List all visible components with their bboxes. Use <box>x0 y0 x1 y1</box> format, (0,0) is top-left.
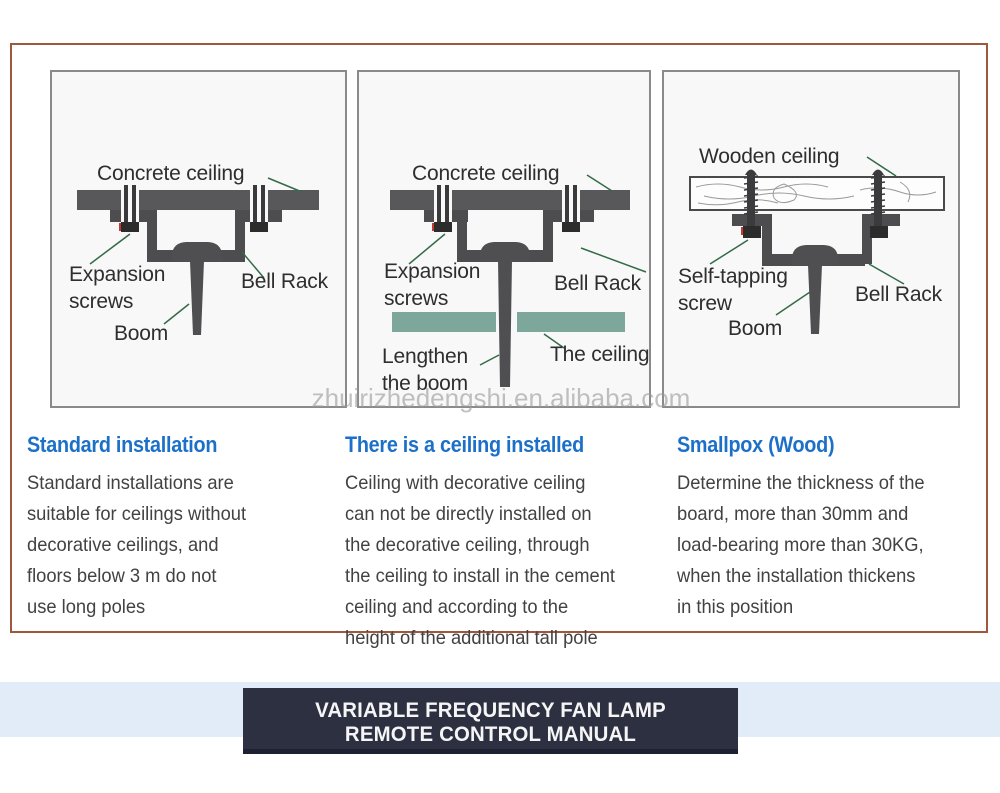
section-heading: Smallpox (Wood) <box>677 432 835 457</box>
banner-line-2: REMOTE CONTROL MANUAL <box>344 723 637 746</box>
bell-canopy <box>480 242 530 262</box>
self-tapping-screw-right <box>870 169 888 238</box>
panel-smallpox-wood: Wooden ceiling Self-tapping screw Bell R… <box>662 70 960 408</box>
nut <box>743 226 761 238</box>
wood-installation-diagram <box>689 156 945 334</box>
nut <box>250 222 268 232</box>
nut <box>121 222 139 232</box>
label-expansion-screws: Expansion screws <box>384 260 481 310</box>
watermark: zhuirizhedengshi.en.alibaba.com <box>311 383 691 413</box>
nut <box>562 222 580 232</box>
ceiling-installed-diagram <box>390 174 647 387</box>
decorative-ceiling-bar-left <box>392 312 496 332</box>
wood-grain <box>695 181 937 206</box>
self-tapping-screw-left <box>741 169 761 238</box>
label-concrete-ceiling: Concrete ceiling <box>412 162 560 185</box>
concrete-slab <box>390 190 630 210</box>
concrete-slab <box>77 190 319 210</box>
red-accent <box>432 223 435 231</box>
label-self-tapping-screw: Self-tapping screw <box>678 265 788 315</box>
section-heading: Standard installation <box>27 432 218 457</box>
label-boom: Boom <box>728 317 783 340</box>
pointer-lines <box>709 156 905 316</box>
red-accent <box>741 227 744 235</box>
label-wooden-ceiling: Wooden ceiling <box>699 145 840 168</box>
bell-canopy <box>172 242 222 262</box>
label-bell-rack: Bell Rack <box>554 272 641 295</box>
standard-installation-diagram <box>77 177 319 335</box>
pointer-lines <box>89 177 303 325</box>
expansion-bolt-left <box>432 184 452 232</box>
section-heading: There is a ceiling installed <box>345 432 584 457</box>
label-expansion-screws: Expansion screws <box>69 263 166 313</box>
section-body: Determine the thickness of the board, mo… <box>677 472 925 618</box>
label-the-ceiling: The ceiling <box>550 343 650 366</box>
section-body: Standard installations are suitable for … <box>27 472 247 618</box>
manual-title-banner: VARIABLE FREQUENCY FAN LAMP REMOTE CONTR… <box>243 688 738 754</box>
panel-standard-installation: Concrete ceiling Expansion screws Bell R… <box>50 70 347 408</box>
boom <box>808 265 822 334</box>
pointer-lines <box>408 174 647 366</box>
nut <box>434 222 452 232</box>
boom-lengthened <box>498 261 512 387</box>
section-smallpox-wood: Smallpox (Wood) Determine the thickness … <box>677 432 977 623</box>
label-concrete-ceiling: Concrete ceiling <box>97 162 245 185</box>
nut <box>870 226 888 238</box>
expansion-bolt-right <box>250 184 268 232</box>
label-boom: Boom <box>114 322 169 345</box>
section-standard-installation: Standard installation Standard installat… <box>27 432 332 623</box>
section-ceiling-installed: There is a ceiling installed Ceiling wit… <box>345 432 665 654</box>
expansion-bolt-left <box>119 184 139 232</box>
red-accent <box>119 223 122 231</box>
section-body: Ceiling with decorative ceiling can not … <box>345 472 616 649</box>
decorative-ceiling-bar-right <box>517 312 625 332</box>
expansion-bolt-right <box>562 184 580 232</box>
label-bell-rack: Bell Rack <box>855 283 942 306</box>
label-bell-rack: Bell Rack <box>241 270 328 293</box>
bell-canopy <box>792 245 838 266</box>
label-lengthen-the-boom: Lengthen the boom <box>382 345 468 395</box>
banner-line-1: VARIABLE FREQUENCY FAN LAMP <box>315 699 666 722</box>
boom <box>190 261 204 335</box>
panel-ceiling-installed: Concrete ceiling Expansion screws Bell R… <box>357 70 651 408</box>
